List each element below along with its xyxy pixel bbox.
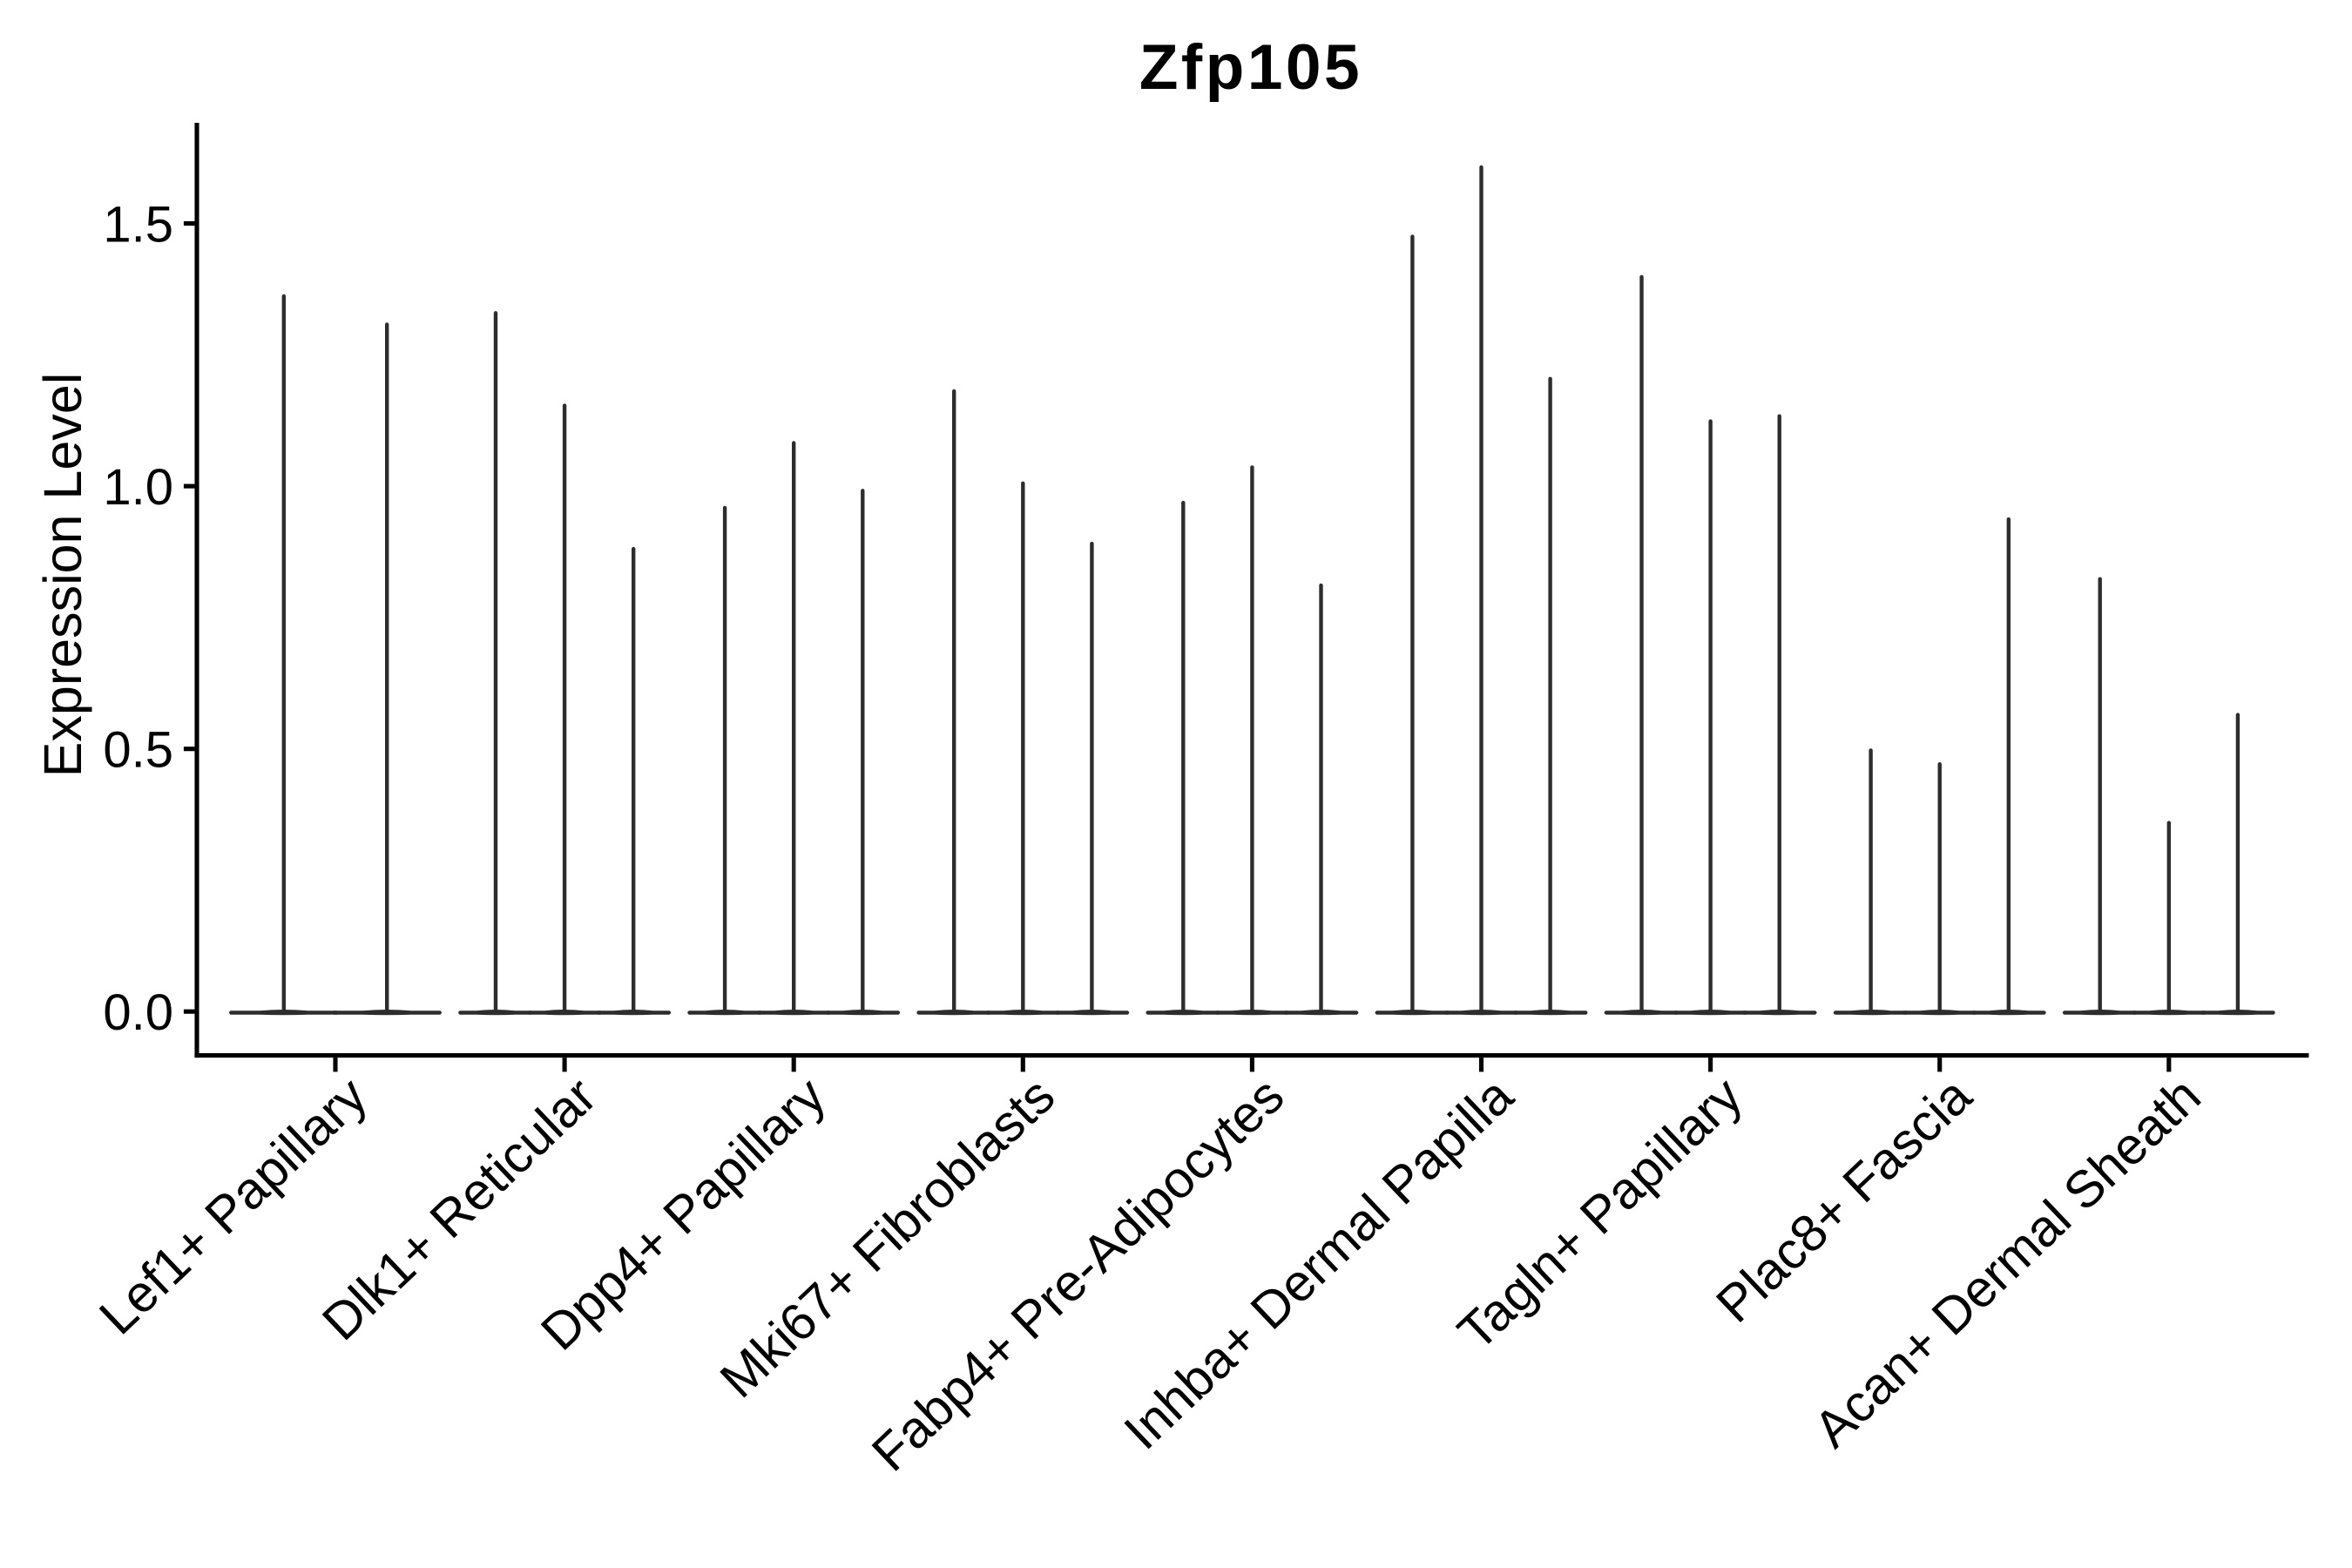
svg-text:1.0: 1.0	[103, 459, 173, 516]
svg-text:0.0: 0.0	[103, 984, 173, 1041]
svg-text:Expression Level: Expression Level	[33, 373, 92, 778]
svg-text:Zfp105: Zfp105	[1139, 32, 1362, 103]
svg-text:1.5: 1.5	[103, 197, 173, 253]
svg-text:0.5: 0.5	[103, 722, 173, 779]
